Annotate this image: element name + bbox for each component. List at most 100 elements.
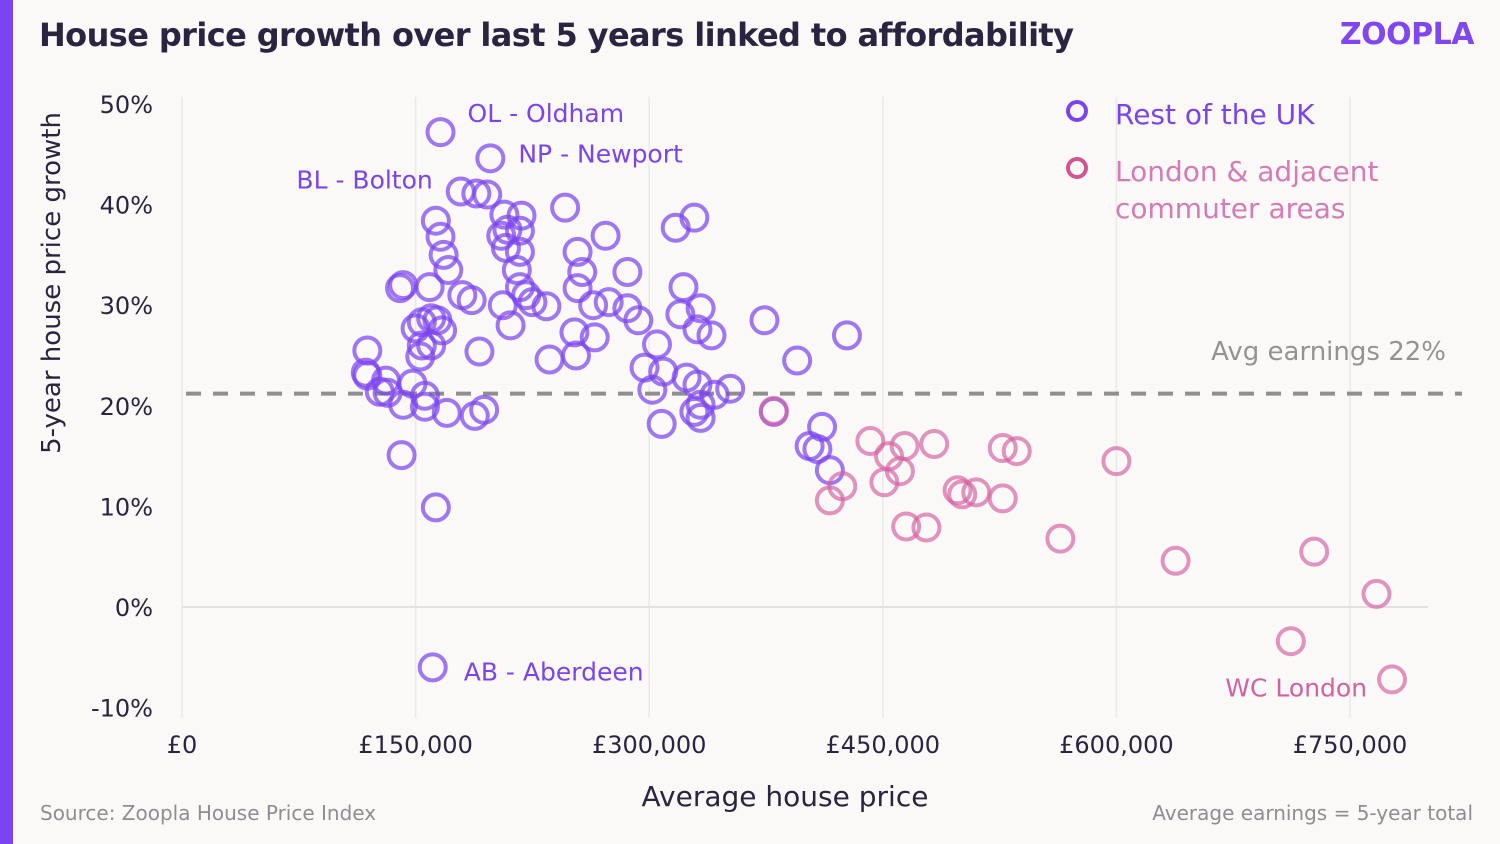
data-point bbox=[1101, 446, 1132, 477]
avg-earnings-label: Avg earnings 22% bbox=[1211, 337, 1446, 367]
data-point bbox=[1045, 523, 1076, 554]
data-point bbox=[679, 396, 710, 427]
data-point bbox=[431, 397, 462, 428]
legend-label-london: London & adjacent commuter areas bbox=[1115, 155, 1379, 225]
data-point bbox=[590, 220, 621, 251]
data-point bbox=[579, 322, 610, 353]
annotation-label: WC London bbox=[1225, 673, 1367, 702]
data-point bbox=[417, 652, 448, 683]
data-point bbox=[489, 199, 520, 230]
x-tick-label: £300,000 bbox=[592, 731, 707, 759]
data-point bbox=[665, 299, 696, 330]
x-tick-label: £150,000 bbox=[358, 731, 473, 759]
data-point bbox=[578, 290, 609, 321]
data-point bbox=[758, 395, 789, 426]
data-point bbox=[646, 408, 677, 439]
data-point bbox=[350, 357, 381, 388]
x-axis-label: Average house price bbox=[641, 780, 929, 813]
x-tick-label: £750,000 bbox=[1293, 731, 1408, 759]
data-point bbox=[593, 287, 624, 318]
data-point bbox=[562, 236, 593, 267]
brand-accent-bar bbox=[0, 0, 13, 844]
y-axis-label: 5-year house price growth bbox=[37, 112, 67, 454]
data-point bbox=[679, 202, 710, 233]
legend-label-rest-of-uk: Rest of the UK bbox=[1115, 98, 1315, 131]
y-tick-label: -10% bbox=[91, 695, 153, 723]
legend-item-london: London & adjacent commuter areas bbox=[1066, 153, 1415, 227]
annotation-label: NP - Newport bbox=[518, 139, 683, 168]
grid-lines bbox=[181, 97, 1428, 718]
data-point bbox=[1361, 578, 1392, 609]
data-point bbox=[464, 336, 495, 367]
reference-line-group: Avg earnings 22% bbox=[186, 337, 1462, 396]
data-point bbox=[1001, 436, 1032, 467]
annotations: OL - Oldham NP - Newport BL - Bolton AB - A… bbox=[296, 99, 1367, 702]
data-point bbox=[987, 483, 1018, 514]
y-tick-label: 50% bbox=[100, 91, 153, 119]
data-point bbox=[699, 379, 730, 410]
data-point bbox=[385, 273, 416, 304]
data-point bbox=[487, 290, 518, 321]
data-point bbox=[504, 236, 535, 267]
y-tick-label: 10% bbox=[100, 493, 153, 521]
data-point bbox=[891, 511, 922, 542]
data-point bbox=[696, 320, 727, 351]
data-point bbox=[682, 314, 713, 345]
data-point bbox=[433, 254, 464, 285]
data-point bbox=[782, 345, 813, 376]
earnings-note: Average earnings = 5-year total bbox=[1152, 801, 1473, 825]
data-point bbox=[531, 291, 562, 322]
data-point bbox=[855, 426, 886, 457]
data-point bbox=[517, 287, 548, 318]
y-tick-label: 20% bbox=[100, 393, 153, 421]
data-point bbox=[1275, 626, 1306, 657]
data-point bbox=[400, 313, 431, 344]
data-point bbox=[461, 178, 492, 209]
data-point bbox=[685, 402, 716, 433]
data-point bbox=[612, 257, 643, 288]
data-point bbox=[559, 317, 590, 348]
x-tick-label: £0 bbox=[167, 731, 198, 759]
data-point bbox=[567, 257, 598, 288]
source-note: Source: Zoopla House Price Index bbox=[40, 801, 377, 825]
data-point bbox=[405, 341, 436, 372]
data-point bbox=[428, 239, 459, 270]
y-tick-label: 40% bbox=[100, 192, 153, 220]
chart-title: House price growth over last 5 years lin… bbox=[39, 16, 1074, 54]
annotation-label: AB - Aberdeen bbox=[464, 657, 644, 686]
data-point bbox=[942, 475, 973, 506]
data-point bbox=[1377, 664, 1408, 695]
data-point bbox=[495, 310, 526, 341]
annotation-label: OL - Oldham bbox=[468, 99, 625, 128]
data-point bbox=[420, 205, 451, 236]
data-point bbox=[947, 479, 978, 510]
y-tick-label: 30% bbox=[100, 292, 153, 320]
data-point bbox=[475, 143, 506, 174]
series-rest-of-uk bbox=[350, 117, 862, 683]
data-points bbox=[350, 117, 1408, 695]
data-point bbox=[414, 272, 445, 303]
data-point bbox=[501, 254, 532, 285]
data-point bbox=[715, 373, 746, 404]
y-tick-label: 0% bbox=[115, 594, 153, 622]
x-tick-label: £600,000 bbox=[1059, 731, 1174, 759]
data-point bbox=[386, 440, 417, 471]
data-point bbox=[409, 380, 440, 411]
data-point bbox=[472, 179, 503, 210]
data-point bbox=[1299, 536, 1330, 567]
data-point bbox=[831, 320, 862, 351]
data-point bbox=[637, 374, 668, 405]
data-point bbox=[469, 394, 500, 425]
data-point bbox=[406, 330, 437, 361]
data-point bbox=[425, 221, 456, 252]
data-point bbox=[562, 273, 593, 304]
data-point bbox=[534, 344, 565, 375]
data-point bbox=[685, 293, 716, 324]
data-point bbox=[814, 485, 845, 516]
data-point bbox=[987, 433, 1018, 464]
data-point bbox=[456, 285, 487, 316]
x-axis-ticks: £0 £150,000 £300,000 £450,000 £600,000 £750,0… bbox=[167, 731, 1408, 759]
data-point bbox=[1160, 545, 1191, 576]
zoopla-logo: zoopla bbox=[1339, 17, 1475, 52]
